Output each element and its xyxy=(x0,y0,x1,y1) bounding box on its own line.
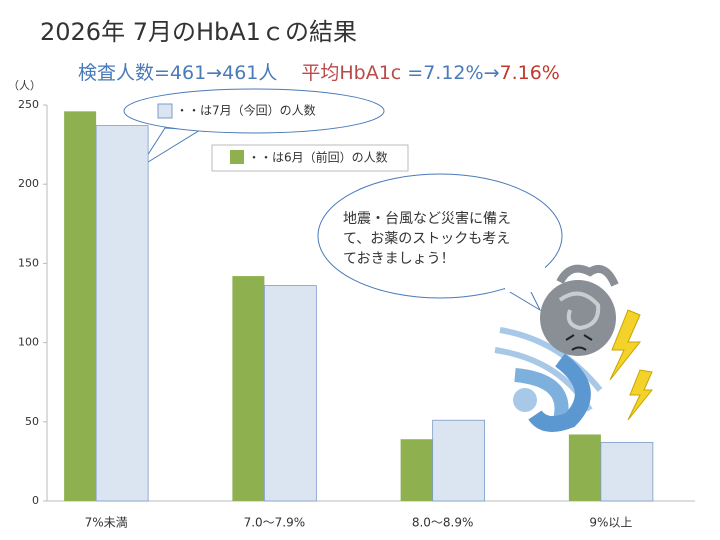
callout-text: て、お薬のストックも考え xyxy=(343,231,510,247)
y-tick-label: 250 xyxy=(18,98,39,111)
subtitle-part: 平均HbA1c xyxy=(301,62,407,84)
x-tick-label: 8.0〜8.9% xyxy=(412,516,474,530)
bar xyxy=(400,439,433,501)
y-tick-label: 0 xyxy=(32,494,39,507)
bar xyxy=(568,434,601,501)
subtitle-part: 7.16% xyxy=(500,62,560,84)
character xyxy=(494,264,654,432)
subtitle: 検査人数=461→461人 平均HbA1c =7.12%→7.16% xyxy=(78,62,560,84)
y-unit: （人） xyxy=(8,79,41,92)
bar xyxy=(64,111,97,501)
bar xyxy=(263,285,317,502)
x-tick-label: 7.0〜7.9% xyxy=(244,516,306,530)
x-tick-label: 7%未満 xyxy=(85,516,128,530)
subtitle-part: =7.12%→ xyxy=(407,62,499,84)
callout-text: ておきましょう！ xyxy=(343,251,455,267)
legend-box xyxy=(211,144,409,172)
bubble-join xyxy=(505,258,545,292)
legend-swatch xyxy=(230,150,244,164)
subtitle-part: 検査人数=461→461人 xyxy=(78,62,277,84)
y-tick-label: 100 xyxy=(18,336,39,349)
bar xyxy=(600,441,654,502)
chart-title: 2026年 7月のHbA1ｃの結果 xyxy=(40,18,357,46)
legend-label: ・・は6月（前回）の人数 xyxy=(248,150,388,165)
x-tick-label: 9%以上 xyxy=(589,516,632,530)
y-tick-label: 150 xyxy=(18,256,39,269)
callout-text: 地震・台風など災害に備え xyxy=(343,211,511,227)
legend-label: ・・は7月（今回）の人数 xyxy=(176,103,316,118)
legend-bubble xyxy=(123,88,385,134)
y-tick-label: 200 xyxy=(18,177,39,190)
y-tick-label: 50 xyxy=(25,415,39,428)
bar xyxy=(232,276,265,501)
bar xyxy=(432,419,486,502)
callout-bubble xyxy=(317,173,563,299)
legend-swatch xyxy=(157,103,173,119)
bar xyxy=(95,125,149,502)
